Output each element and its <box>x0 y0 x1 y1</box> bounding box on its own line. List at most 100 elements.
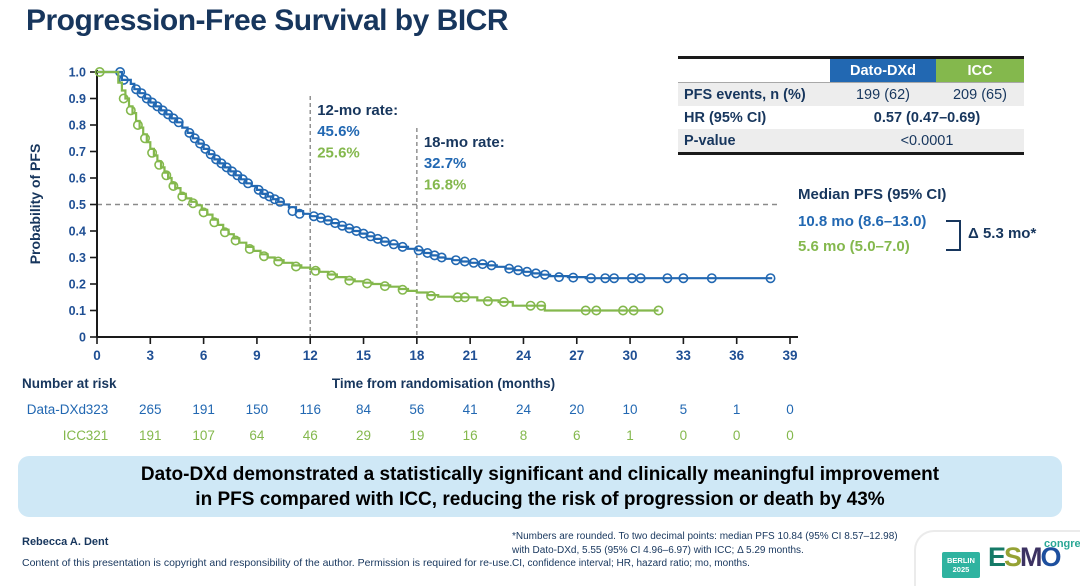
x-tick-label: 3 <box>147 348 155 363</box>
y-tick-label: 0.5 <box>69 198 86 212</box>
conclusion-line-1: Dato-DXd demonstrated a statistically si… <box>140 464 940 485</box>
km-curve-dato-dxd <box>97 70 773 280</box>
footnote-line-2: with Dato-DXd, 5.55 (95% CI 4.96–6.97) w… <box>512 544 804 556</box>
censor-mark-icc <box>653 305 664 316</box>
censor-mark-dato-dxd <box>436 252 447 263</box>
y-tick-label: 0.7 <box>69 145 86 159</box>
censor-mark-icc <box>94 67 105 77</box>
at-risk-value: 0 <box>732 428 741 443</box>
stats-label: PFS events, n (%) <box>684 86 806 103</box>
censor-mark-icc <box>482 296 493 307</box>
censor-mark-dato-dxd <box>308 211 319 222</box>
censor-mark-dato-dxd <box>678 273 689 284</box>
censor-mark-dato-dxd <box>205 149 216 160</box>
rate-annotation-value: 25.6% <box>317 145 360 162</box>
y-tick-label: 0 <box>79 331 86 345</box>
censor-mark-icc <box>344 275 355 286</box>
x-tick-label: 18 <box>409 348 425 363</box>
censor-mark-dato-dxd <box>568 272 579 283</box>
at-risk-value: 321 <box>85 428 109 443</box>
censor-mark-icc <box>525 300 536 311</box>
stats-table: Dato-DXd ICC PFS events, n (%) 199 (62) … <box>678 56 1024 155</box>
censor-mark-dato-dxd <box>118 74 129 85</box>
at-risk-value: 19 <box>409 428 425 443</box>
at-risk-value: 107 <box>192 428 215 443</box>
y-tick-label: 0.6 <box>69 172 86 186</box>
censor-mark-icc <box>219 227 230 238</box>
censor-mark-icc <box>209 217 220 228</box>
stats-value-pvalue: <0.0001 <box>900 132 954 149</box>
at-risk-value: 24 <box>515 402 531 417</box>
at-risk-value: 150 <box>245 402 269 417</box>
stats-header-row: Dato-DXd ICC <box>678 57 1024 83</box>
censor-mark-icc <box>154 159 165 170</box>
rate-annotation-value: 16.8% <box>424 177 467 194</box>
delta-bracket <box>946 220 961 251</box>
censor-mark-icc <box>452 292 463 303</box>
number-at-risk-table: Number at risk Time from randomisation (… <box>20 373 850 455</box>
median-pfs-dato: 10.8 mo (8.6–13.0) <box>798 213 927 230</box>
censor-mark-dato-dxd <box>269 194 280 205</box>
censor-mark-dato-dxd <box>397 241 408 252</box>
at-risk-value: 0 <box>786 402 794 417</box>
at-risk-value: 8 <box>519 428 528 443</box>
conclusion-banner: Dato-DXd demonstrated a statistically si… <box>18 456 1062 517</box>
censor-mark-icc <box>168 181 179 192</box>
footnote: *Numbers are rounded. To two decimal poi… <box>512 530 962 571</box>
stats-row-hr: HR (95% CI) 0.57 (0.47–0.69) <box>678 106 1024 129</box>
page-title: Progression-Free Survival by BICR <box>26 4 509 37</box>
censor-mark-icc <box>132 120 143 131</box>
badge-city: BERLIN <box>947 556 975 565</box>
y-tick-label: 0.1 <box>69 304 86 318</box>
conclusion-line-2: in PFS compared with ICC, reducing the r… <box>195 489 885 510</box>
at-risk-value: 84 <box>356 402 372 417</box>
censor-mark-icc <box>273 256 284 267</box>
censor-mark-icc <box>244 244 255 255</box>
stats-value-dato: 199 (62) <box>855 86 910 103</box>
rate-annotation-value: 32.7% <box>424 155 467 172</box>
median-pfs-heading: Median PFS (95% CI) <box>798 186 947 203</box>
at-risk-value: 64 <box>249 428 265 443</box>
rate-annotation-value: 45.6% <box>317 123 360 140</box>
footnote-line-1: *Numbers are rounded. To two decimal poi… <box>512 531 898 542</box>
censor-mark-dato-dxd <box>259 188 270 199</box>
censor-mark-icc <box>379 281 390 292</box>
censor-mark-dato-dxd <box>379 236 390 247</box>
median-pfs-icc: 5.6 mo (5.0–7.0) <box>798 238 910 255</box>
km-chart: 1.00.90.80.70.60.50.40.30.20.100 3 6 9 12 15 1… <box>27 66 798 363</box>
y-axis-title: Probability of PFS <box>27 144 43 265</box>
censor-mark-dato-dxd <box>635 273 646 284</box>
censor-mark-icc <box>426 290 437 301</box>
stats-row-pfs-events: PFS events, n (%) 199 (62) 209 (65) <box>678 82 1024 106</box>
censor-mark-dato-dxd <box>539 269 550 280</box>
berlin-2025-badge: BERLIN 2025 <box>942 552 980 578</box>
censor-mark-icc <box>147 147 158 158</box>
y-tick-label: 0.3 <box>69 251 86 265</box>
x-tick-label: 6 <box>200 348 208 363</box>
copyright-text: Content of this presentation is copyrigh… <box>22 557 513 569</box>
censor-mark-dato-dxd <box>173 117 184 128</box>
at-risk-value: 1 <box>626 428 634 443</box>
at-risk-value: 5 <box>679 402 688 417</box>
censor-mark-dato-dxd <box>388 239 399 250</box>
at-risk-value: 1 <box>732 402 741 417</box>
at-risk-value: 41 <box>462 402 478 417</box>
stats-label: P-value <box>684 132 736 149</box>
x-tick-label: 36 <box>729 348 745 363</box>
censor-mark-icc <box>580 305 591 316</box>
censor-mark-icc <box>125 105 136 116</box>
at-risk-value: 29 <box>356 428 372 443</box>
censor-mark-dato-dxd <box>200 143 211 154</box>
stats-header-dato: Dato-DXd <box>830 57 936 83</box>
x-tick-label: 9 <box>253 348 261 363</box>
censor-mark-icc <box>628 305 639 316</box>
median-delta: Δ 5.3 mo* <box>968 225 1037 242</box>
x-tick-label: 33 <box>676 348 692 363</box>
at-risk-row-label: ICC <box>62 428 86 443</box>
censor-mark-dato-dxd <box>486 260 497 271</box>
number-at-risk-label: Number at risk <box>22 376 117 391</box>
x-tick-label: 15 <box>356 348 372 363</box>
censor-mark-icc <box>118 93 129 104</box>
censor-mark-icc <box>259 251 270 262</box>
at-risk-value: 0 <box>786 428 794 443</box>
